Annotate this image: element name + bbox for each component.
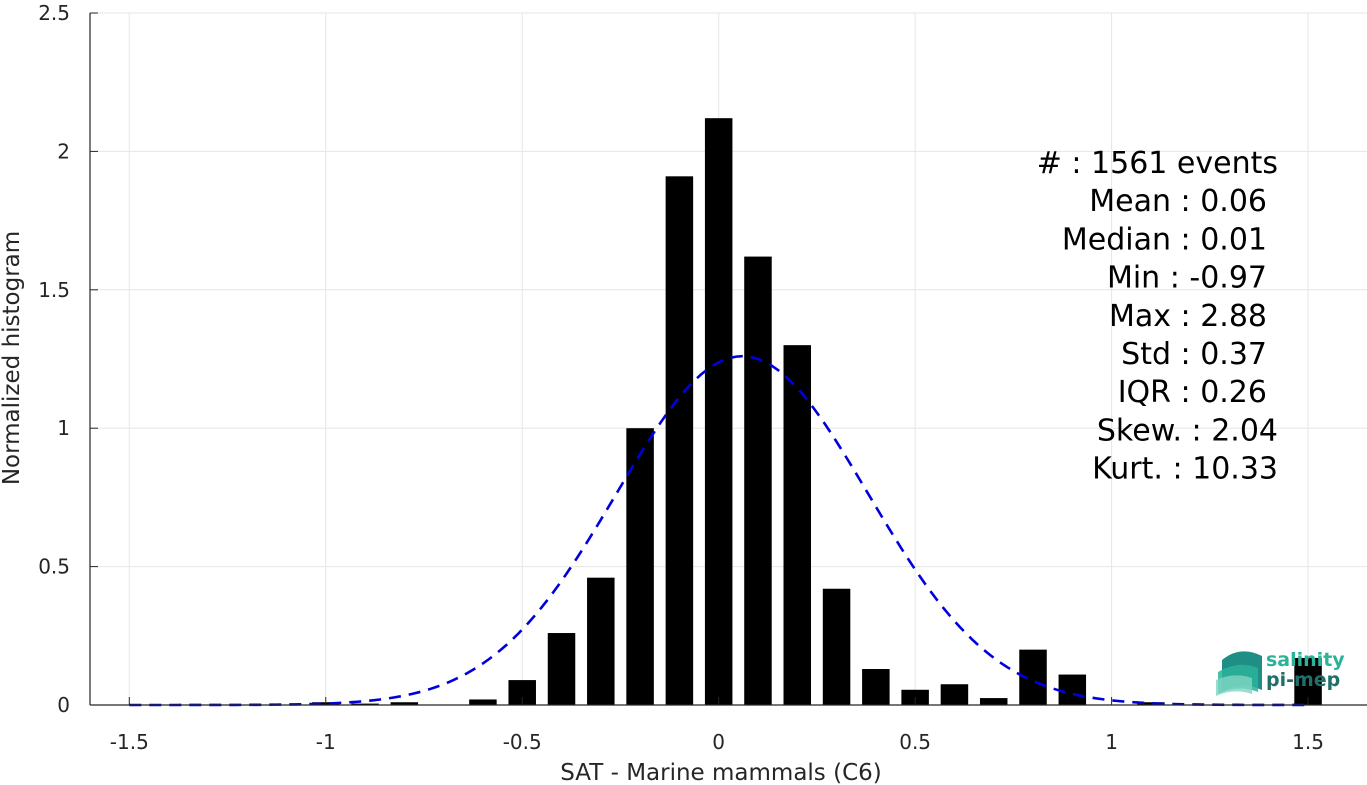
axes-frame <box>89 13 1367 706</box>
stat-line: Mean : 0.06 <box>1089 184 1267 219</box>
y-tick-label: 1 <box>57 416 70 440</box>
histogram-bar <box>351 703 379 705</box>
x-tick-label: -0.5 <box>503 730 542 754</box>
stat-line: Median : 0.01 <box>1062 222 1267 257</box>
x-tick-label: -1.5 <box>110 730 149 754</box>
histogram-bar <box>665 176 694 705</box>
histogram-bar <box>469 699 497 705</box>
x-tick-label: 0 <box>712 730 725 754</box>
histogram-bar <box>587 577 615 705</box>
x-axis-title: SAT - Marine mammals (C6) <box>560 760 882 785</box>
stat-line: Skew. : 2.04 <box>1097 413 1278 448</box>
histogram-bar <box>940 684 969 705</box>
stat-line: Max : 2.88 <box>1109 299 1267 334</box>
logo-wave-icon <box>1216 651 1262 696</box>
stat-line: Std : 0.37 <box>1121 337 1267 372</box>
histogram-bar <box>1058 674 1087 705</box>
histogram-bar <box>979 698 1008 705</box>
x-tick-label: -1 <box>316 730 336 754</box>
gaussian-fit-curve <box>129 354 1309 707</box>
histogram-bar <box>783 345 812 705</box>
salinity-pimep-logo: salinity pi-mep <box>1216 649 1345 696</box>
histogram-bar <box>626 428 654 705</box>
stat-line: # : 1561 events <box>1037 146 1278 181</box>
stat-line: IQR : 0.26 <box>1118 375 1267 410</box>
x-axis-ticks: -1.5 -1 -0.5 0 0.5 1 1.5 <box>110 697 1324 754</box>
y-tick-label: 1.5 <box>38 278 70 302</box>
histogram-bar <box>744 256 772 705</box>
x-tick-label: 1.5 <box>1292 730 1324 754</box>
histogram-bar <box>1137 702 1165 705</box>
y-tick-label: 0 <box>57 693 70 717</box>
y-tick-label: 0.5 <box>38 555 70 579</box>
y-tick-label: 2 <box>57 139 70 163</box>
histogram-bar <box>822 588 851 705</box>
x-tick-label: 1 <box>1105 730 1118 754</box>
histogram-bars <box>312 118 1322 705</box>
histogram-bar <box>862 669 890 705</box>
stat-line: Min : -0.97 <box>1107 261 1267 296</box>
y-tick-label: 2.5 <box>38 1 70 25</box>
logo-text-salinity: salinity <box>1266 649 1345 671</box>
histogram-bar <box>390 702 419 705</box>
y-axis-title: Normalized histogram <box>0 231 25 485</box>
histogram-bar <box>704 118 733 705</box>
y-axis-ticks: 0 0.5 1 1.5 2 2.5 <box>38 1 98 717</box>
stat-line: Kurt. : 10.33 <box>1092 452 1278 487</box>
logo-text-pimep: pi-mep <box>1266 669 1340 691</box>
x-tick-label: 0.5 <box>899 730 931 754</box>
histogram-bar <box>547 633 576 705</box>
